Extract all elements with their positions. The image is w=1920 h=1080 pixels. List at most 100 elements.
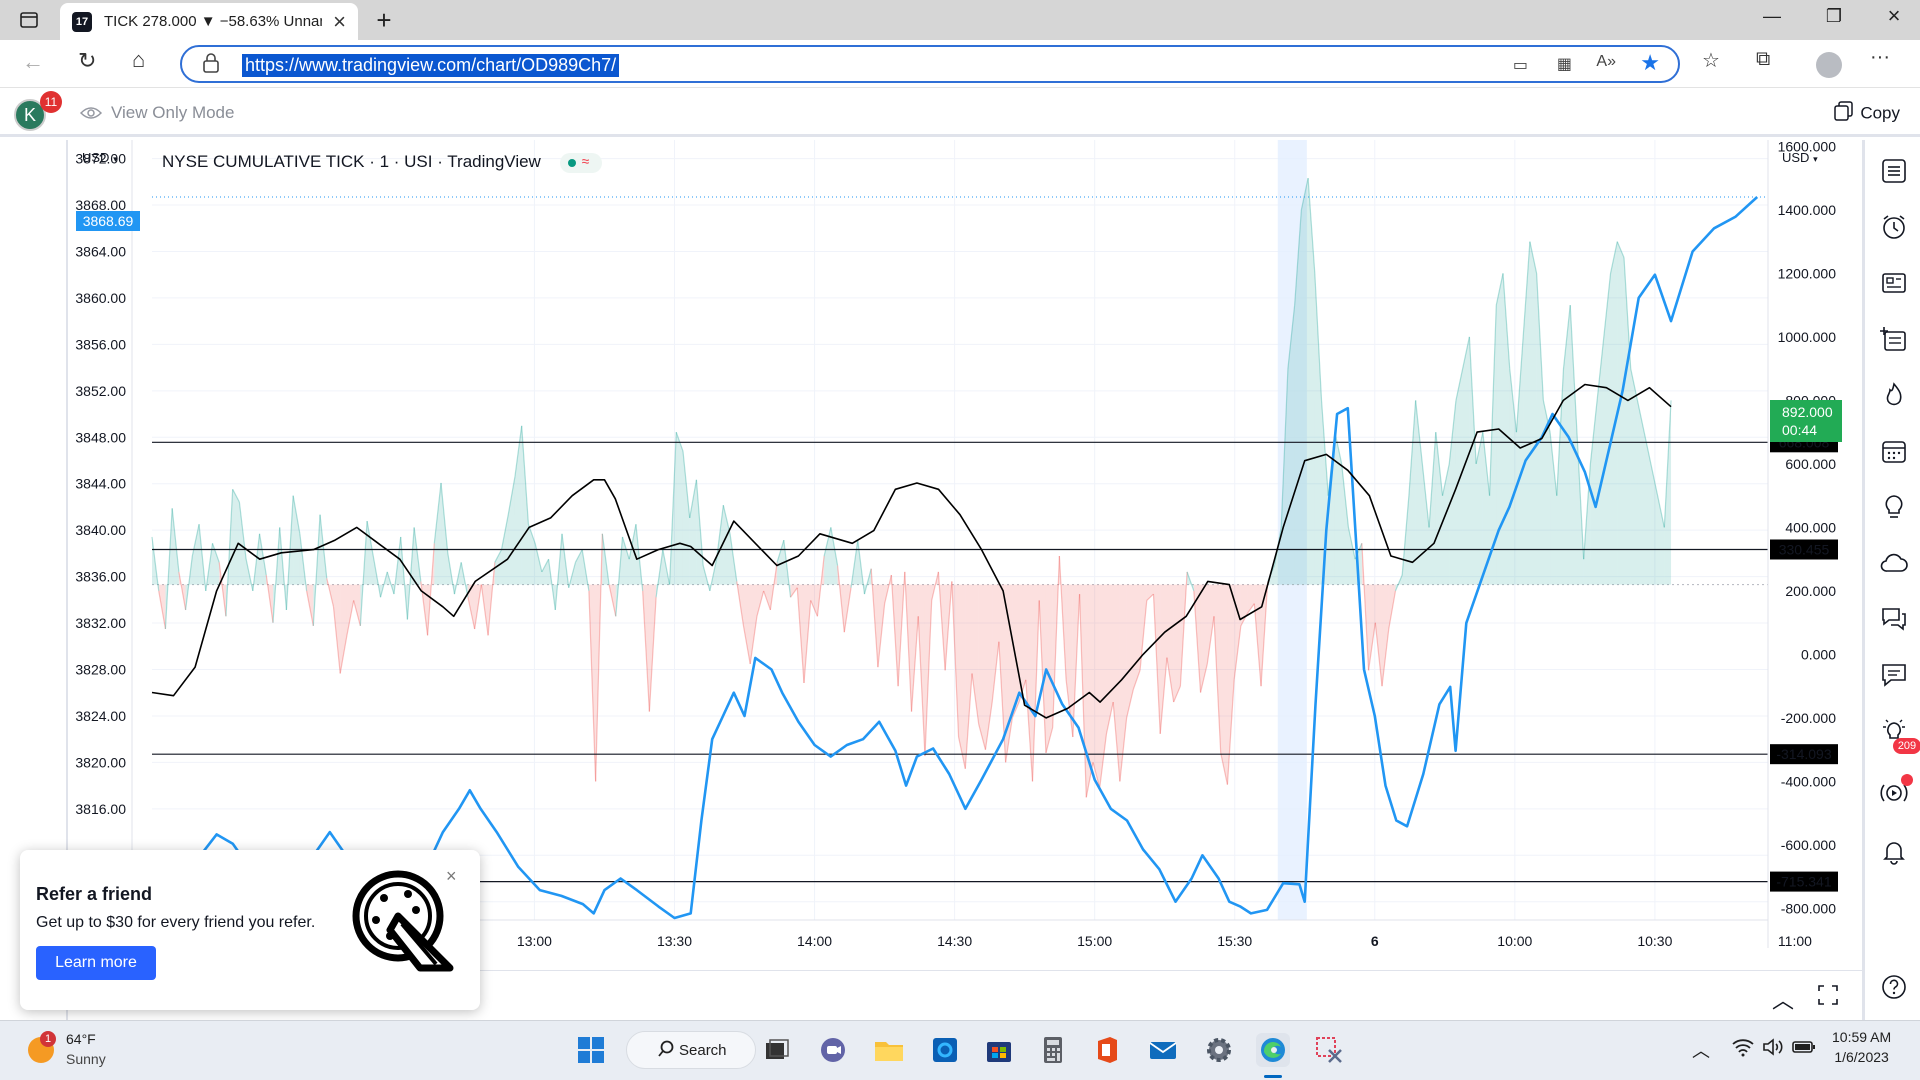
histogram-up-segment bbox=[602, 533, 610, 585]
microsoft-store-icon[interactable] bbox=[982, 1033, 1016, 1067]
histogram-edge bbox=[1294, 209, 1302, 306]
taskbar-search[interactable]: Search bbox=[626, 1031, 756, 1069]
messages-icon[interactable] bbox=[1877, 658, 1911, 692]
tab-actions-icon[interactable] bbox=[18, 9, 40, 31]
histogram-up-segment bbox=[1402, 495, 1409, 585]
left-axis-tick-label: 3860.00 bbox=[75, 290, 126, 306]
wifi-icon[interactable] bbox=[1732, 1037, 1754, 1062]
cortana-app-icon[interactable] bbox=[928, 1033, 962, 1067]
show-hidden-icons-icon[interactable]: ︿ bbox=[1692, 1041, 1710, 1061]
lock-icon[interactable] bbox=[202, 53, 220, 78]
windows-start-icon[interactable] bbox=[574, 1033, 608, 1067]
histogram-down-segment bbox=[1368, 584, 1376, 671]
histogram-up-segment bbox=[172, 508, 179, 585]
mail-icon[interactable] bbox=[1146, 1033, 1180, 1067]
fullscreen-icon[interactable] bbox=[1818, 985, 1838, 1010]
favorite-star-icon[interactable]: ★ bbox=[1640, 50, 1660, 75]
chats-icon[interactable] bbox=[1877, 602, 1911, 636]
histogram-up-segment bbox=[199, 524, 206, 591]
right-price-axis[interactable]: 1600.0001400.0001200.0001000.000800.0006… bbox=[1767, 138, 1836, 948]
tab-close-icon[interactable]: × bbox=[333, 8, 346, 34]
office-icon[interactable] bbox=[1090, 1033, 1124, 1067]
address-bar[interactable]: https://www.tradingview.com/chart/OD989C… bbox=[180, 45, 1680, 83]
app-available-icon[interactable]: ▭ bbox=[1512, 57, 1528, 74]
left-currency-selector[interactable]: USD ▾ bbox=[82, 150, 118, 165]
battery-icon[interactable] bbox=[1792, 1039, 1816, 1060]
read-aloud-icon[interactable]: A» bbox=[1596, 53, 1616, 70]
calculator-icon[interactable] bbox=[1036, 1033, 1070, 1067]
streams-cloud-icon[interactable] bbox=[1877, 546, 1911, 580]
histogram-edge bbox=[433, 482, 442, 544]
bell-icon[interactable] bbox=[1877, 834, 1911, 868]
histogram-edge bbox=[1247, 603, 1255, 614]
file-explorer-icon[interactable] bbox=[872, 1033, 906, 1067]
histogram-edge bbox=[164, 508, 173, 630]
histogram-up-segment bbox=[1617, 241, 1624, 585]
histogram-edge bbox=[884, 574, 892, 604]
url-text[interactable]: https://www.tradingview.com/chart/OD989C… bbox=[242, 54, 620, 77]
histogram-up-segment bbox=[541, 559, 549, 585]
collapse-chevron-icon[interactable]: ︿ bbox=[1772, 988, 1795, 1013]
edge-browser-icon[interactable] bbox=[1256, 1033, 1290, 1067]
calendar-icon[interactable] bbox=[1877, 434, 1911, 468]
reload-icon[interactable]: ↻ bbox=[78, 48, 97, 73]
profile-avatar[interactable] bbox=[1816, 52, 1842, 78]
restore-icon[interactable]: ❐ bbox=[1825, 6, 1843, 26]
ideas-lightbulb-icon[interactable] bbox=[1877, 490, 1911, 524]
news-icon[interactable] bbox=[1877, 266, 1911, 300]
histogram-down-segment bbox=[346, 584, 354, 636]
histogram-down-segment bbox=[770, 562, 778, 610]
histogram-edge bbox=[998, 641, 1007, 763]
browser-tab[interactable]: 17 TICK 278.000 ▼ −58.63% Unnam × bbox=[60, 3, 358, 40]
histogram-edge bbox=[1462, 336, 1470, 369]
histogram-edge bbox=[265, 574, 274, 623]
histogram-edge bbox=[702, 565, 711, 592]
alarm-clock-icon[interactable] bbox=[1877, 210, 1911, 244]
live-red-dot bbox=[1901, 774, 1913, 786]
system-clock[interactable]: 10:59 AM 1/6/2023 bbox=[1832, 1029, 1891, 1065]
settings-gear-icon[interactable] bbox=[1202, 1033, 1236, 1067]
task-view-icon[interactable] bbox=[760, 1033, 794, 1067]
histogram-up-segment bbox=[1435, 432, 1443, 585]
volume-icon[interactable] bbox=[1762, 1037, 1784, 1062]
histogram-up-segment bbox=[1550, 432, 1557, 585]
close-popup-icon[interactable]: × bbox=[446, 866, 457, 886]
level-value-tag bbox=[1770, 871, 1838, 892]
histogram-edge bbox=[205, 543, 214, 592]
minimize-icon[interactable]: — bbox=[1763, 6, 1781, 26]
notifications-bulb-icon[interactable] bbox=[1877, 714, 1911, 748]
refer-title: Refer a friend bbox=[36, 884, 153, 904]
hotlist-flame-icon[interactable] bbox=[1877, 378, 1911, 412]
histogram-up-segment bbox=[730, 533, 737, 585]
collections-icon[interactable]: ⧉ bbox=[1756, 48, 1771, 70]
favorites-icon[interactable]: ☆ bbox=[1702, 50, 1720, 72]
left-price-axis[interactable]: 3872.00 3868.00 3864.00 3860.00 3856.00 3852.… bbox=[68, 140, 133, 948]
histogram-edge bbox=[339, 635, 348, 674]
window-close-icon[interactable]: × bbox=[1887, 3, 1901, 28]
histogram-edge bbox=[1603, 273, 1612, 337]
back-icon[interactable]: ← bbox=[22, 49, 44, 74]
add-list-icon[interactable] bbox=[1877, 322, 1911, 356]
histogram-up-segment bbox=[1348, 527, 1356, 585]
right-currency-selector[interactable]: USD ▾ bbox=[1782, 150, 1818, 165]
snipping-tool-icon[interactable] bbox=[1312, 1033, 1346, 1067]
histogram-down-segment bbox=[790, 584, 798, 598]
learn-more-button[interactable]: Learn more bbox=[36, 946, 156, 980]
help-icon[interactable] bbox=[1877, 970, 1911, 1004]
histogram-up-segment bbox=[864, 568, 872, 595]
weather-alert-badge: 1 bbox=[40, 1031, 56, 1047]
histogram-edge bbox=[736, 581, 745, 626]
copy-button[interactable]: Copy bbox=[1834, 101, 1900, 126]
home-icon[interactable]: ⌂ bbox=[132, 47, 146, 72]
new-tab-icon[interactable]: + bbox=[376, 4, 392, 35]
histogram-edge bbox=[1280, 368, 1289, 528]
broadcast-play-icon[interactable] bbox=[1877, 776, 1911, 810]
market-status-pill[interactable]: ≈ bbox=[559, 152, 602, 173]
histogram-edge bbox=[353, 600, 361, 627]
histogram-edge bbox=[689, 479, 698, 518]
more-menu-icon[interactable]: ··· bbox=[1870, 46, 1890, 68]
watchlist-icon[interactable] bbox=[1877, 154, 1911, 188]
teams-chat-icon[interactable] bbox=[816, 1033, 850, 1067]
histogram-edge bbox=[716, 505, 724, 560]
collections-grid-icon[interactable]: ▦ bbox=[1556, 56, 1572, 73]
